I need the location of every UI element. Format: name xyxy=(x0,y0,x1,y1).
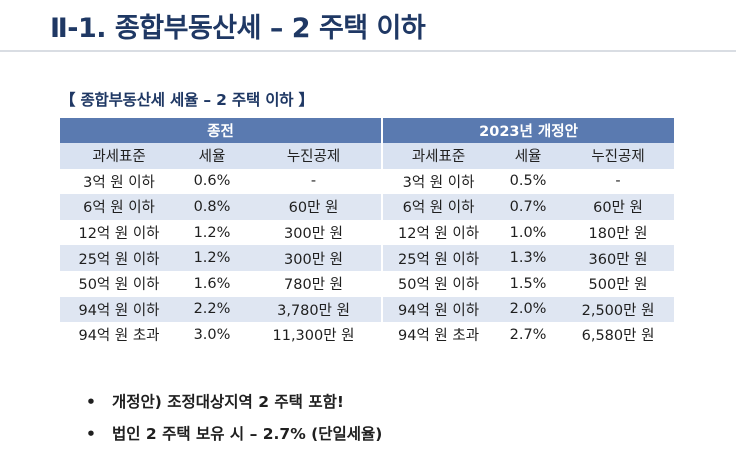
table-row: 3억 원 이하 0.6% - 3억 원 이하 0.5% - xyxy=(60,168,675,195)
table-cell: 3.0% xyxy=(178,322,246,348)
column-header-rate: 세율 xyxy=(494,143,563,169)
table-cell: 1.2% xyxy=(178,219,246,246)
column-header-rate: 세율 xyxy=(178,143,246,169)
table-cell: 180만 원 xyxy=(562,219,675,246)
table-cell: 60만 원 xyxy=(246,194,383,220)
bullet-item: • 개정안) 조정대상지역 2 주택 포함! xyxy=(86,386,382,418)
table-cell: 3억 원 이하 xyxy=(60,168,178,195)
table-cell: 94억 원 이하 xyxy=(60,296,178,323)
table-row: 50억 원 이하 1.6% 780만 원 50억 원 이하 1.5% 500만 … xyxy=(60,270,675,297)
table-cell: 2,500만 원 xyxy=(562,296,675,323)
table-cell: 300만 원 xyxy=(246,245,383,271)
table-cell: 0.8% xyxy=(178,194,246,220)
table-cell: 12억 원 이하 xyxy=(60,219,178,246)
page-title: Ⅱ-1. 종합부동산세 – 2 주택 이하 xyxy=(50,13,426,44)
table-cell: - xyxy=(562,168,675,195)
table-row: 94억 원 초과 3.0% 11,300만 원 94억 원 초과 2.7% 6,… xyxy=(60,322,675,348)
tax-rate-table: 종전 2023년 개정안 과세표준 세율 누진공제 과세표준 세율 누진공제 3… xyxy=(60,118,675,348)
bullet-text: 법인 2 주택 보유 시 – 2.7% (단일세율) xyxy=(112,425,383,443)
column-header-tax-base: 과세표준 xyxy=(381,143,495,169)
table-cell: 50억 원 이하 xyxy=(60,270,178,297)
table-cell: 11,300만 원 xyxy=(246,322,383,348)
bullet-icon: • xyxy=(86,425,96,443)
bullet-item: • 법인 2 주택 보유 시 – 2.7% (단일세율) xyxy=(86,418,382,450)
table-cell: 1.6% xyxy=(178,270,246,297)
table-cell: 94억 원 초과 xyxy=(60,322,178,348)
column-header-tax-base: 과세표준 xyxy=(60,143,178,169)
table-cell: 3억 원 이하 xyxy=(381,168,495,195)
table-cell: 0.5% xyxy=(494,168,563,195)
table-cell: 1.3% xyxy=(494,245,563,271)
table-cell: 6억 원 이하 xyxy=(60,194,178,220)
table-cell: 360만 원 xyxy=(562,245,675,271)
table-cell: 94억 원 이하 xyxy=(381,296,495,323)
group-header-previous: 종전 xyxy=(60,118,383,143)
table-cell: 1.0% xyxy=(494,219,563,246)
table-cell: 3,780만 원 xyxy=(246,296,383,323)
table-cell: 12억 원 이하 xyxy=(381,219,495,246)
table-cell: 780만 원 xyxy=(246,270,383,297)
table-cell: 1.5% xyxy=(494,270,563,297)
table-cell: 6억 원 이하 xyxy=(381,194,495,220)
table-cell: 94억 원 초과 xyxy=(381,322,495,348)
table-cell: 25억 원 이하 xyxy=(381,245,495,271)
table-cell: 0.6% xyxy=(178,168,246,195)
table-cell: 60만 원 xyxy=(562,194,675,220)
table-row: 94억 원 이하 2.2% 3,780만 원 94억 원 이하 2.0% 2,5… xyxy=(60,296,675,323)
table-cell: 2.2% xyxy=(178,296,246,323)
table-cell: 300만 원 xyxy=(246,219,383,246)
table-row: 6억 원 이하 0.8% 60만 원 6억 원 이하 0.7% 60만 원 xyxy=(60,194,675,220)
bullet-icon: • xyxy=(86,393,96,411)
table-cell: 25억 원 이하 xyxy=(60,245,178,271)
table-row: 12억 원 이하 1.2% 300만 원 12억 원 이하 1.0% 180만 … xyxy=(60,219,675,246)
table-cell: 50억 원 이하 xyxy=(381,270,495,297)
table-cell: 0.7% xyxy=(494,194,563,220)
column-header-deduction: 누진공제 xyxy=(246,143,383,169)
table-cell: 1.2% xyxy=(178,245,246,271)
table-row: 25억 원 이하 1.2% 300만 원 25억 원 이하 1.3% 360만 … xyxy=(60,245,675,271)
table-cell: 500만 원 xyxy=(562,270,675,297)
column-header-deduction: 누진공제 xyxy=(562,143,675,169)
bullet-list: • 개정안) 조정대상지역 2 주택 포함! • 법인 2 주택 보유 시 – … xyxy=(86,386,382,450)
table-cell: 6,580만 원 xyxy=(562,322,675,348)
table-cell: - xyxy=(246,168,383,195)
title-divider xyxy=(0,50,736,52)
bullet-text: 개정안) 조정대상지역 2 주택 포함! xyxy=(112,393,344,411)
section-heading: 【 종합부동산세 세율 – 2 주택 이하 】 xyxy=(60,91,314,109)
group-header-2023-revision: 2023년 개정안 xyxy=(381,118,675,143)
table-cell: 2.0% xyxy=(494,296,563,323)
table-cell: 2.7% xyxy=(494,322,563,348)
